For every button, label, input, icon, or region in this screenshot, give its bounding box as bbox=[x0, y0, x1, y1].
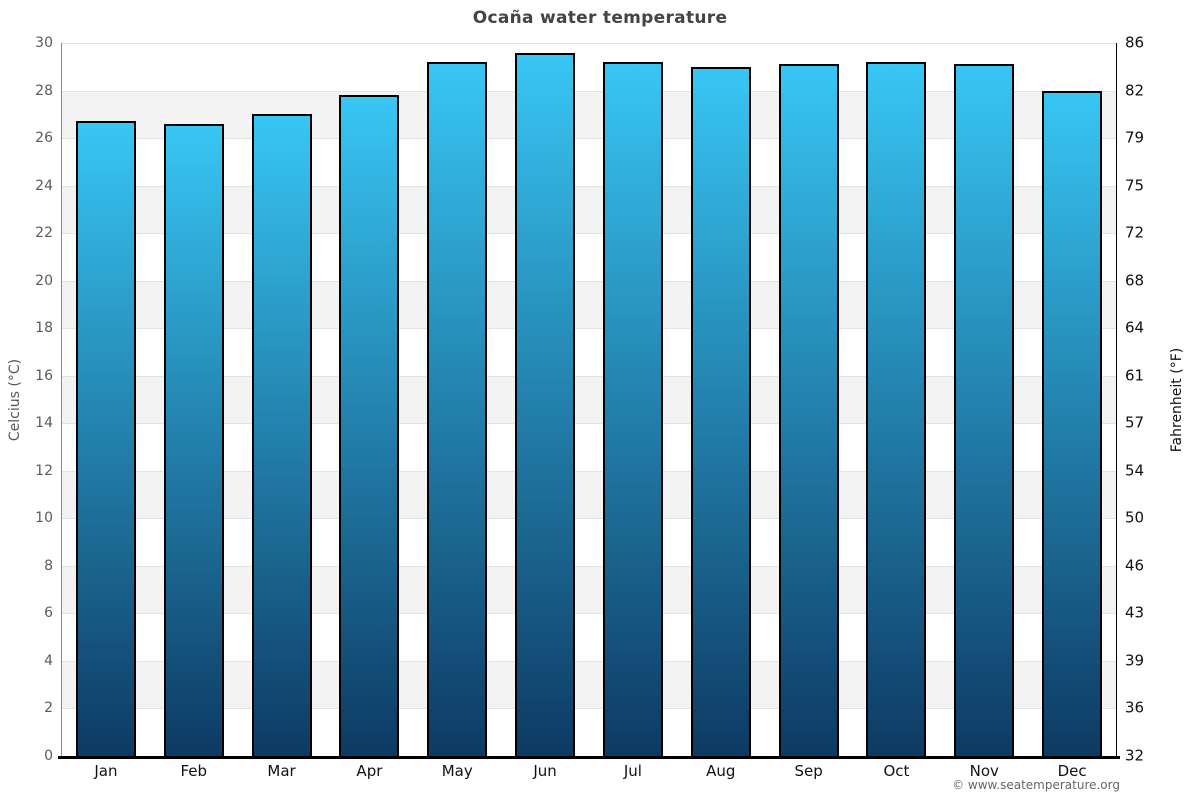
bar-nov bbox=[954, 64, 1015, 756]
background-band bbox=[62, 565, 1116, 614]
gridline bbox=[62, 708, 1116, 710]
gridline bbox=[62, 565, 1116, 567]
y-tick-celsius-2: 2 bbox=[44, 700, 53, 717]
y-tick-fahrenheit-32: 32 bbox=[1125, 746, 1145, 765]
y-tick-celsius-26: 26 bbox=[35, 130, 53, 147]
bar-apr bbox=[339, 95, 400, 756]
y-tick-celsius-0: 0 bbox=[44, 748, 53, 764]
x-tick-apr: Apr bbox=[356, 762, 383, 780]
bar-jul bbox=[602, 62, 663, 756]
y-tick-fahrenheit-75: 75 bbox=[1125, 176, 1145, 195]
background-band bbox=[62, 233, 1116, 281]
y-tick-celsius-30: 30 bbox=[35, 35, 53, 51]
y-tick-celsius-8: 8 bbox=[44, 557, 53, 574]
right-axis-spine bbox=[1116, 43, 1117, 756]
background-band bbox=[62, 613, 1116, 661]
x-tick-dec: Dec bbox=[1057, 762, 1087, 780]
y-tick-celsius-12: 12 bbox=[35, 462, 53, 479]
y-tick-fahrenheit-43: 43 bbox=[1125, 603, 1145, 622]
background-band bbox=[62, 423, 1116, 471]
x-tick-feb: Feb bbox=[180, 762, 208, 780]
page-title: Ocaña water temperature bbox=[472, 8, 728, 28]
x-tick-may: May bbox=[441, 762, 473, 780]
y-tick-fahrenheit-72: 72 bbox=[1125, 223, 1145, 242]
y-tick-celsius-20: 20 bbox=[35, 272, 53, 289]
gridline bbox=[62, 470, 1116, 472]
bar-aug bbox=[690, 66, 751, 756]
background-band bbox=[62, 328, 1116, 376]
x-tick-aug: Aug bbox=[706, 762, 736, 780]
bar-oct bbox=[866, 62, 927, 756]
plot-area bbox=[62, 43, 1116, 756]
gridline bbox=[62, 518, 1116, 520]
y-tick-fahrenheit-39: 39 bbox=[1125, 651, 1145, 670]
x-tick-sep: Sep bbox=[794, 762, 823, 780]
y-tick-fahrenheit-86: 86 bbox=[1125, 33, 1145, 52]
y-tick-fahrenheit-61: 61 bbox=[1125, 366, 1145, 385]
y-tick-celsius-28: 28 bbox=[35, 82, 53, 99]
bar-mar bbox=[251, 114, 312, 756]
gridline bbox=[62, 233, 1116, 235]
gridline bbox=[62, 423, 1116, 425]
gridline bbox=[62, 613, 1116, 615]
gridline bbox=[62, 280, 1116, 282]
x-tick-mar: Mar bbox=[267, 762, 296, 780]
background-band bbox=[62, 708, 1116, 756]
bottom-axis-spine bbox=[58, 756, 1120, 759]
x-tick-jun: Jun bbox=[533, 762, 557, 780]
y-tick-fahrenheit-36: 36 bbox=[1125, 698, 1145, 717]
background-band bbox=[62, 518, 1116, 566]
y-tick-celsius-22: 22 bbox=[35, 225, 53, 242]
y-tick-fahrenheit-46: 46 bbox=[1125, 556, 1145, 575]
left-axis-spine bbox=[61, 43, 62, 756]
y-tick-fahrenheit-68: 68 bbox=[1125, 271, 1145, 290]
gridline bbox=[62, 185, 1116, 187]
y-tick-fahrenheit-79: 79 bbox=[1125, 128, 1145, 147]
y-tick-fahrenheit-50: 50 bbox=[1125, 508, 1145, 527]
bar-dec bbox=[1042, 90, 1103, 756]
gridline bbox=[62, 328, 1116, 330]
bar-sep bbox=[778, 64, 839, 756]
y-tick-celsius-24: 24 bbox=[35, 177, 53, 194]
background-band bbox=[62, 138, 1116, 186]
y-tick-celsius-6: 6 bbox=[44, 605, 53, 622]
y-tick-celsius-4: 4 bbox=[44, 652, 53, 669]
x-tick-oct: Oct bbox=[883, 762, 910, 780]
y-tick-celsius-10: 10 bbox=[35, 510, 53, 527]
bar-jan bbox=[75, 121, 136, 756]
x-tick-jul: Jul bbox=[623, 762, 642, 780]
background-band bbox=[62, 43, 1116, 91]
background-band bbox=[62, 660, 1116, 709]
gridline bbox=[62, 90, 1116, 92]
gridline bbox=[62, 43, 1116, 44]
background-band bbox=[62, 280, 1116, 329]
y-axis-title-fahrenheit: Fahrenheit (°F) bbox=[1169, 347, 1185, 452]
bar-feb bbox=[163, 123, 224, 756]
gridline bbox=[62, 138, 1116, 140]
background-band bbox=[62, 375, 1116, 424]
y-tick-fahrenheit-64: 64 bbox=[1125, 318, 1145, 337]
y-tick-fahrenheit-54: 54 bbox=[1125, 461, 1145, 480]
background-band bbox=[62, 90, 1116, 139]
x-tick-nov: Nov bbox=[969, 762, 999, 780]
background-band bbox=[62, 185, 1116, 234]
footer-credit-link[interactable]: © www.seatemperature.org bbox=[952, 778, 1120, 792]
gridline bbox=[62, 660, 1116, 662]
bar-jun bbox=[515, 52, 576, 756]
background-band bbox=[62, 470, 1116, 519]
y-tick-fahrenheit-57: 57 bbox=[1125, 413, 1145, 432]
y-tick-celsius-16: 16 bbox=[35, 367, 53, 384]
bar-may bbox=[427, 62, 488, 756]
x-tick-jan: Jan bbox=[94, 762, 118, 780]
y-tick-fahrenheit-82: 82 bbox=[1125, 81, 1145, 100]
gridline bbox=[62, 375, 1116, 377]
y-tick-celsius-18: 18 bbox=[35, 320, 53, 337]
y-tick-celsius-14: 14 bbox=[35, 415, 53, 432]
